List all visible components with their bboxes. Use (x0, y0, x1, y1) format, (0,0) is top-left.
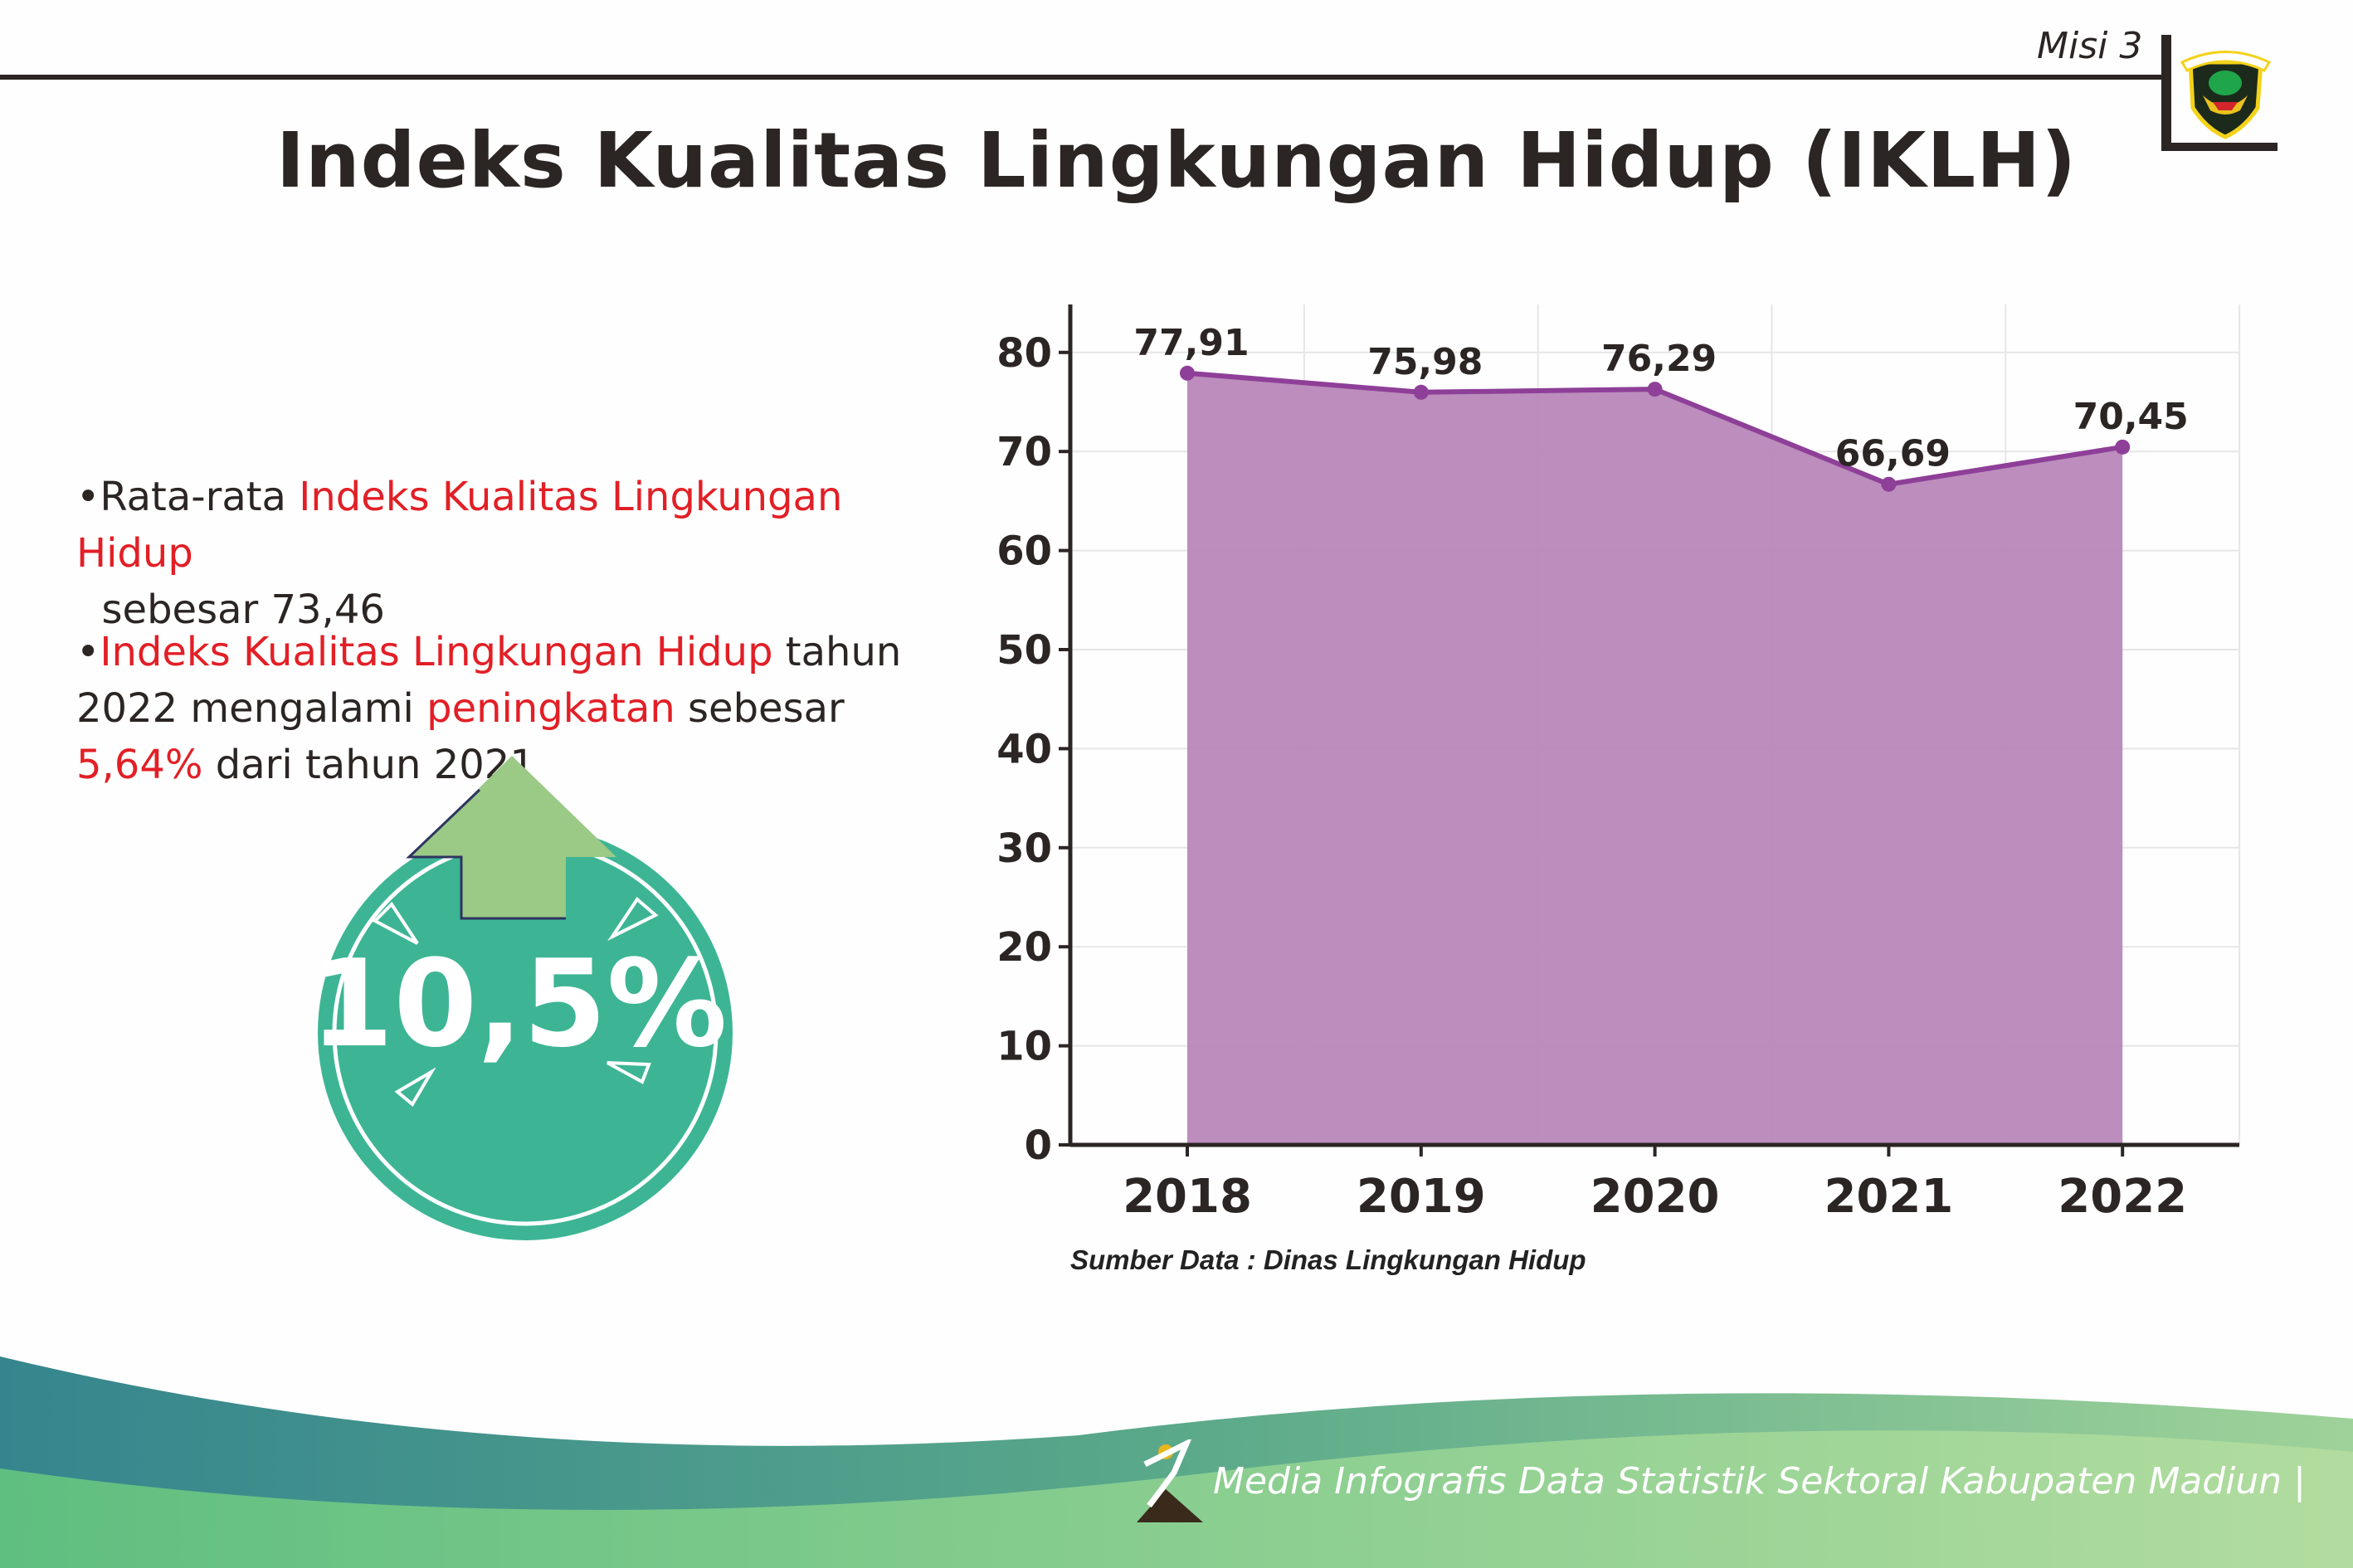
x-tick-label: 2020 (1591, 1170, 1720, 1224)
spark-triangles (372, 897, 659, 1108)
growth-badge: 10,5% (309, 756, 733, 1240)
text: Rata-rata (100, 474, 300, 520)
data-point (1881, 476, 1897, 492)
y-tick-label: 10 (996, 1024, 1052, 1070)
mission-label: Misi 3 (2037, 25, 2143, 67)
highlight-increase: peningkatan (426, 685, 675, 732)
highlight-indicator: Indeks Kualitas Lingkungan Hidup (76, 474, 843, 577)
data-point (1180, 365, 1195, 381)
kabupaten-madiun-logo (2180, 51, 2272, 139)
y-tick-label: 60 (996, 528, 1052, 575)
data-label: 76,29 (1601, 338, 1717, 380)
text: sebesar 73,46 (89, 587, 385, 633)
data-point (1647, 382, 1663, 397)
y-tick-label: 0 (1025, 1122, 1052, 1169)
data-source: Sumber Data : Dinas Lingkungan Hidup (1070, 1244, 1586, 1275)
badge-value: 10,5% (309, 934, 727, 1074)
text: sebesar (675, 685, 845, 732)
highlight-indicator: Indeks Kualitas Lingkungan Hidup (100, 629, 773, 675)
runner-logo-icon (1137, 1439, 1203, 1522)
x-tick-label: 2021 (1824, 1170, 1953, 1224)
y-tick-label: 50 (996, 627, 1052, 674)
footer-text: Media Infografis Data Statistik Sektoral… (1213, 1460, 2306, 1502)
x-tick-label: 2019 (1357, 1170, 1486, 1224)
data-point (1413, 384, 1429, 400)
page-title: Indeks Kualitas Lingkungan Hidup (IKLH) (275, 116, 2078, 205)
x-tick-label: 2018 (1123, 1170, 1252, 1224)
highlight-percent: 5,64% (76, 742, 203, 788)
data-label: 66,69 (1835, 433, 1951, 475)
bullet-average: •Rata-rata Indeks Kualitas Lingkungan Hi… (76, 474, 843, 633)
logo-frame-vertical (2161, 35, 2171, 151)
y-tick-label: 20 (996, 924, 1052, 971)
y-tick-label: 80 (996, 330, 1052, 377)
area-fill (1187, 373, 2123, 1145)
data-label: 70,45 (2073, 396, 2189, 438)
data-point (2115, 439, 2131, 455)
text: dari tahun 2021 (202, 742, 535, 788)
y-tick-label: 40 (996, 726, 1052, 772)
data-label: 75,98 (1367, 341, 1483, 383)
arrow-up-icon (409, 756, 616, 918)
header-rule (0, 75, 2164, 80)
y-tick-label: 30 (996, 825, 1052, 872)
bullet-change: •Indeks Kualitas Lingkungan Hidup tahun … (76, 629, 902, 788)
logo-frame-horizontal (2161, 143, 2277, 151)
text: tahun 2022 mengalami (76, 629, 902, 732)
x-tick-label: 2022 (2058, 1170, 2187, 1224)
arrow-shadow (406, 788, 566, 920)
y-tick-label: 70 (996, 429, 1052, 475)
data-label: 77,91 (1133, 322, 1249, 364)
